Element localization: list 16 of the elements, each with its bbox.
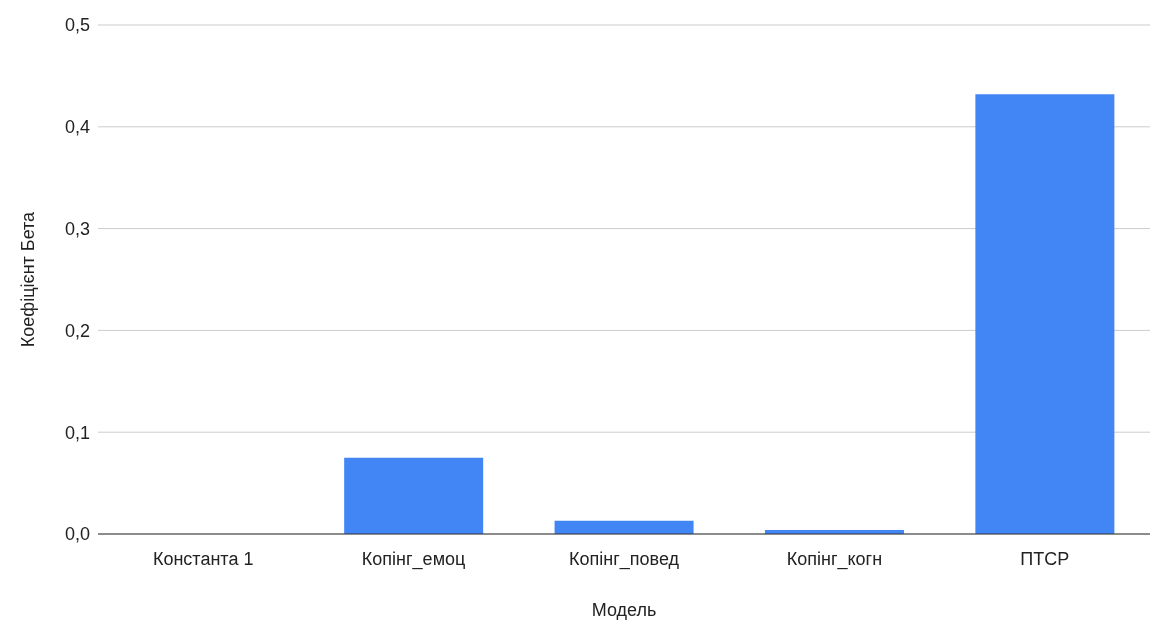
x-tick-label: Копінг_повед: [569, 548, 680, 570]
x-tick-label: ПТСР: [1020, 548, 1070, 569]
y-tick-label: 0,0: [64, 524, 90, 545]
bar: [554, 520, 694, 534]
x-tick-label: Константа 1: [152, 548, 254, 569]
y-tick-label: 0,4: [64, 117, 90, 138]
x-tick-label: Копінг_емоц: [361, 548, 466, 570]
x-tick-label: Копінг_когн: [786, 548, 883, 570]
bar: [975, 94, 1115, 534]
y-tick-label: 0,1: [64, 422, 90, 443]
y-tick-label: 0,3: [64, 218, 90, 239]
y-tick-label: 0,2: [64, 320, 90, 341]
x-axis-title: Модель: [591, 600, 657, 620]
bar: [344, 457, 484, 534]
y-axis-title: Коефіцієнт Бета: [18, 210, 39, 348]
y-tick-label: 0,5: [64, 15, 90, 36]
